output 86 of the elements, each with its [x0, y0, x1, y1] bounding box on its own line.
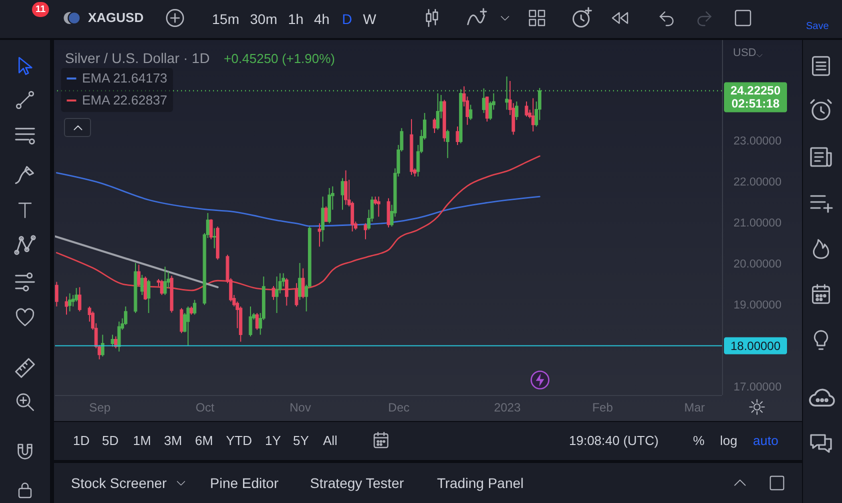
candlestick [514, 100, 518, 120]
candlestick [114, 336, 118, 349]
text: Pine Editor [210, 474, 278, 492]
text: 1D [73, 433, 90, 449]
candlestick [468, 104, 472, 120]
text: 1h [288, 10, 304, 28]
text: XAGUSD [88, 10, 144, 26]
y-axis-title: USD [733, 47, 756, 61]
text: D [342, 10, 352, 28]
candlestick [186, 306, 190, 346]
line-series [56, 172, 540, 227]
candlestick [55, 281, 58, 307]
text: 11 [32, 2, 49, 17]
x-tick-label: Nov [290, 400, 311, 414]
x-tick-label: 2023 [494, 400, 521, 414]
candlestick [100, 334, 104, 357]
candlestick [192, 299, 196, 316]
candlestick [364, 222, 368, 240]
text: Silver / U.S. Dollar · 1D [65, 50, 210, 66]
text: auto [753, 433, 778, 449]
candlestick [485, 96, 489, 122]
candlestick [144, 276, 148, 300]
y-tick-label: 21.00000 [734, 217, 782, 230]
candlestick [340, 178, 344, 210]
candlestick [344, 170, 348, 206]
candlestick [436, 92, 440, 130]
text: 30m [250, 10, 278, 28]
x-tick-label: Mar [684, 400, 705, 414]
y-tick-label: 19.00000 [734, 299, 782, 312]
candlestick [209, 218, 213, 240]
text: 3M [164, 433, 182, 449]
text: W [363, 10, 376, 28]
candlestick [284, 278, 288, 306]
candlestick [318, 222, 322, 248]
text: 4h [314, 10, 330, 28]
candlestick [446, 129, 450, 159]
y-tick-label: 22.00000 [734, 176, 782, 188]
x-tick-label: Feb [592, 400, 614, 414]
legend-label: EMA 22.62837 [82, 92, 168, 108]
candlestick [321, 196, 324, 242]
candlestick [64, 296, 68, 316]
candlestick [272, 285, 276, 300]
candlestick [298, 262, 302, 300]
text: 02:51:18 [731, 96, 780, 111]
candlestick [301, 268, 305, 299]
candlestick [163, 266, 167, 296]
text: 6M [195, 433, 214, 449]
candlestick [212, 228, 216, 249]
text: Trading Panel [437, 474, 524, 492]
text: 19:08:40 (UTC) [569, 433, 659, 449]
candlestick [456, 126, 460, 146]
ref-line-label: 24.22250 [730, 84, 781, 98]
candlestick [74, 288, 78, 302]
candlestick [146, 279, 150, 314]
y-tick-label: 23.00000 [734, 135, 782, 148]
candlestick [137, 264, 140, 287]
candlestick [524, 100, 528, 118]
text: log [720, 433, 738, 449]
x-tick-label: Sep [89, 400, 111, 414]
text: Save [806, 21, 829, 33]
text: 15m [212, 10, 240, 28]
legend-label: EMA 21.64173 [82, 70, 168, 86]
candlestick [432, 118, 436, 134]
candlestick [160, 279, 164, 296]
text: 5Y [293, 433, 309, 449]
text: Stock Screener [71, 474, 167, 492]
text: 1Y [265, 433, 281, 449]
candlestick [324, 206, 328, 222]
text: +0.45250 (+1.90%) [224, 51, 336, 66]
text: 1M [133, 433, 152, 449]
candlestick [78, 286, 82, 312]
candlestick [275, 276, 278, 314]
text: All [323, 433, 338, 449]
text: 5D [102, 433, 119, 449]
ref-line-label: 18.00000 [730, 338, 781, 353]
y-tick-label: 20.00000 [734, 258, 782, 270]
y-tick-label: 17.00000 [734, 381, 782, 394]
text: % [693, 433, 705, 449]
text: YTD [226, 433, 252, 449]
candlestick [117, 321, 121, 352]
candlestick [255, 312, 259, 330]
candlestick [68, 292, 72, 312]
candlestick [376, 196, 380, 218]
x-tick-label: Dec [388, 400, 410, 414]
text: Strategy Tester [310, 474, 404, 492]
x-tick-label: Oct [196, 400, 215, 414]
